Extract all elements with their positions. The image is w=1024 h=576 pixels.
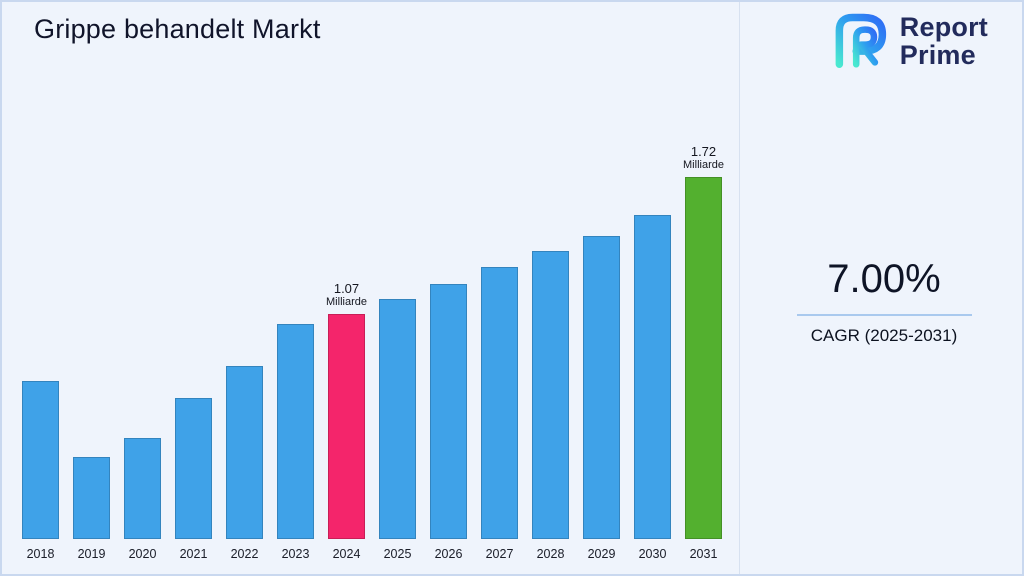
- x-axis-label-2029: 2029: [587, 547, 616, 561]
- logo-text-prime: Prime: [899, 39, 976, 70]
- bar-annotation-2024: 1.07 Milliarde: [326, 281, 367, 308]
- bar-2027: [481, 267, 518, 539]
- x-axis-label-2030: 2030: [638, 547, 667, 561]
- x-axis-label-2021: 2021: [179, 547, 208, 561]
- x-axis-label-2028: 2028: [536, 547, 565, 561]
- bar-2025: [379, 299, 416, 539]
- bar-2019: [73, 457, 110, 539]
- bar-2022: [226, 366, 263, 539]
- bar-column-2025: 2025: [379, 136, 416, 562]
- x-axis-label-2019: 2019: [77, 547, 106, 561]
- bar-column-2030: 2030: [634, 136, 671, 562]
- bar-column-2018: 2018: [22, 136, 59, 562]
- x-axis-label-2018: 2018: [26, 547, 55, 561]
- bar-2030: [634, 215, 671, 539]
- bar-column-2031: 1.72 Milliarde 2031: [683, 136, 724, 562]
- bar-column-2028: 2028: [532, 136, 569, 562]
- vertical-divider: [739, 2, 740, 574]
- cagr-label: CAGR (2025-2031): [810, 326, 958, 345]
- bar-2020: [124, 438, 161, 539]
- bar-column-2021: 2021: [175, 136, 212, 562]
- cagr-underline: [796, 314, 972, 316]
- cagr-value: 7.00%: [827, 257, 941, 301]
- x-axis-label-2022: 2022: [230, 547, 259, 561]
- bar-2031: [685, 177, 722, 539]
- x-axis-label-2026: 2026: [434, 547, 463, 561]
- bar-2026: [430, 284, 467, 539]
- x-axis-label-2027: 2027: [485, 547, 514, 561]
- bar-column-2022: 2022: [226, 136, 263, 562]
- bar-2021: [175, 398, 212, 539]
- logo-text-report: Report: [899, 11, 988, 42]
- x-axis-label-2031: 2031: [689, 547, 718, 561]
- bar-2029: [583, 236, 620, 539]
- bar-column-2029: 2029: [583, 136, 620, 562]
- report-prime-logo: Report Prime: [828, 10, 988, 73]
- bar-2024: [328, 314, 365, 539]
- x-axis-label-2024: 2024: [332, 547, 361, 561]
- bar-column-2020: 2020: [124, 136, 161, 562]
- bar-2018: [22, 381, 59, 539]
- bar-column-2026: 2026: [430, 136, 467, 562]
- report-prime-logo-icon: [828, 10, 890, 73]
- x-axis-label-2020: 2020: [128, 547, 157, 561]
- market-bar-chart: 2018 2019 2020 2021 2022 2023 1.07 Milliarde 202…: [22, 136, 724, 562]
- bar-chart: 2018 2019 2020 2021 2022 2023 1.07 Milliarde 202…: [22, 136, 724, 562]
- cagr-panel: 7.00% CAGR (2025-2031): [754, 257, 1014, 346]
- x-axis-label-2023: 2023: [281, 547, 310, 561]
- bar-2028: [532, 251, 569, 539]
- page-title: Grippe behandelt Markt: [34, 14, 321, 44]
- bar-column-2019: 2019: [73, 136, 110, 562]
- bar-2023: [277, 324, 314, 539]
- bar-annotation-2031: 1.72 Milliarde: [683, 144, 724, 171]
- bar-column-2024: 1.07 Milliarde 2024: [326, 136, 367, 562]
- x-axis-label-2025: 2025: [383, 547, 412, 561]
- bar-column-2023: 2023: [277, 136, 314, 562]
- bar-column-2027: 2027: [481, 136, 518, 562]
